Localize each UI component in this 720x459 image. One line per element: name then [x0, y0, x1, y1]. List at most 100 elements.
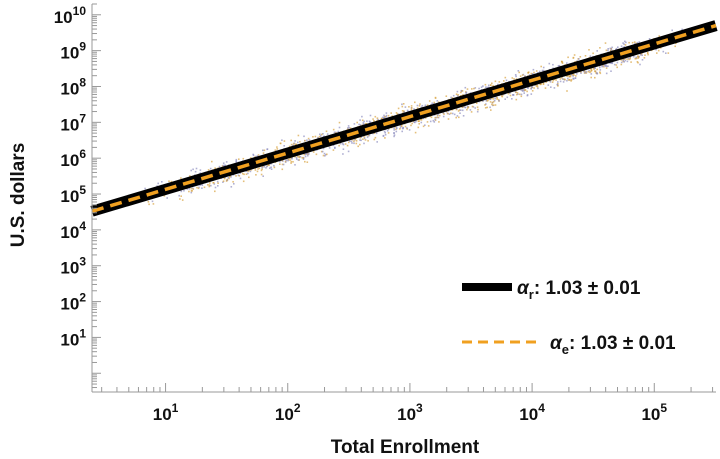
scatter-point — [465, 92, 467, 95]
scatter-point — [520, 89, 522, 91]
scatter-point — [430, 116, 433, 119]
scatter-point — [599, 72, 602, 75]
scatter-point — [148, 203, 150, 206]
scatter-point — [401, 130, 403, 133]
scatter-point — [261, 165, 264, 168]
scatter-point — [532, 68, 535, 71]
scatter-point — [514, 90, 517, 92]
scatter-point — [360, 139, 362, 142]
scatter-point — [490, 84, 492, 86]
scatter-point — [369, 114, 372, 117]
scatter-point — [400, 124, 403, 127]
scatter-point — [198, 186, 200, 189]
scatter-point — [594, 70, 597, 73]
scatter-point — [307, 153, 309, 156]
scatter-point — [528, 74, 531, 76]
scatter-point — [644, 54, 646, 56]
scatter-point — [523, 88, 525, 91]
scatter-point — [245, 173, 248, 175]
scatter-point — [266, 165, 268, 168]
scatter-point — [334, 146, 336, 149]
scatter-point — [622, 60, 624, 63]
scatter-point — [566, 62, 568, 64]
scatter-point — [262, 149, 264, 152]
scatter-point — [471, 88, 473, 90]
scatter-point — [623, 61, 625, 63]
scatter-point — [322, 147, 325, 150]
scatter-point — [290, 139, 292, 142]
scatter-point — [298, 156, 301, 159]
scatter-point — [245, 170, 248, 172]
scatter-point — [404, 106, 407, 108]
scatter-point — [590, 70, 592, 73]
scatter-point — [605, 64, 607, 66]
scatter-point — [368, 120, 371, 123]
scatter-point — [210, 184, 212, 187]
scatter-point — [211, 160, 213, 163]
scatter-point — [551, 81, 554, 83]
scatter-point — [615, 47, 618, 50]
scatter-point — [643, 57, 646, 59]
scatter-point — [384, 115, 386, 118]
y-tick-label: 108 — [60, 75, 86, 98]
scatter-point — [457, 94, 460, 96]
scatter-point — [214, 167, 216, 169]
scatter-point — [494, 104, 497, 106]
scatter-point — [448, 113, 451, 115]
scatter-point — [333, 131, 336, 134]
scatter-point — [393, 127, 395, 130]
scatter-point — [279, 163, 281, 165]
scatter-point — [289, 157, 291, 160]
scatter-point — [222, 181, 224, 183]
scatter-point — [524, 75, 526, 77]
scatter-point — [319, 133, 321, 136]
scatter-point — [222, 162, 225, 164]
scatter-point — [517, 70, 520, 72]
scatter-point — [214, 190, 216, 193]
scatter-point — [575, 75, 577, 77]
scatter-point — [294, 155, 296, 158]
scatter-point — [511, 77, 514, 79]
scatter-point — [624, 59, 627, 62]
scatter-point — [580, 72, 582, 74]
scatter-point — [467, 107, 469, 109]
scatter-point — [248, 169, 251, 172]
scatter-point — [199, 184, 201, 186]
scatter-point — [503, 80, 505, 82]
scatter-point — [267, 163, 270, 166]
scatter-point — [515, 78, 518, 80]
scatter-point — [466, 105, 469, 108]
scatter-point — [199, 172, 202, 174]
scatter-point — [624, 44, 627, 46]
scatter-point — [474, 107, 476, 109]
scatter-point — [588, 69, 590, 72]
axes — [91, 3, 716, 393]
scatter-point — [297, 159, 300, 161]
scatter-point — [547, 84, 550, 86]
scatter-point — [442, 115, 445, 118]
scatter-point — [294, 164, 296, 166]
scatter-point — [399, 128, 401, 130]
scatter-point — [239, 177, 242, 180]
scatter-point — [283, 145, 285, 147]
scatter-point — [308, 139, 311, 141]
scatter-point — [238, 175, 241, 177]
scatter-point — [516, 92, 519, 94]
scatter-point — [488, 84, 490, 87]
scatter-point — [578, 58, 580, 60]
scatter-point — [406, 128, 408, 130]
scatter-point — [168, 180, 170, 182]
scatter-point — [432, 119, 435, 122]
scatter-point — [357, 145, 359, 148]
scatter-point — [383, 114, 385, 117]
scatter-point — [572, 77, 574, 80]
scatter-point — [180, 177, 182, 179]
scatter-point — [506, 96, 509, 99]
scatter-point — [550, 86, 552, 88]
scatter-point — [410, 107, 413, 109]
scatter-point — [257, 154, 260, 156]
scatter-point — [569, 78, 571, 81]
scatter-point — [420, 106, 423, 109]
scatter-point — [455, 116, 457, 119]
scatter-point — [241, 172, 244, 175]
